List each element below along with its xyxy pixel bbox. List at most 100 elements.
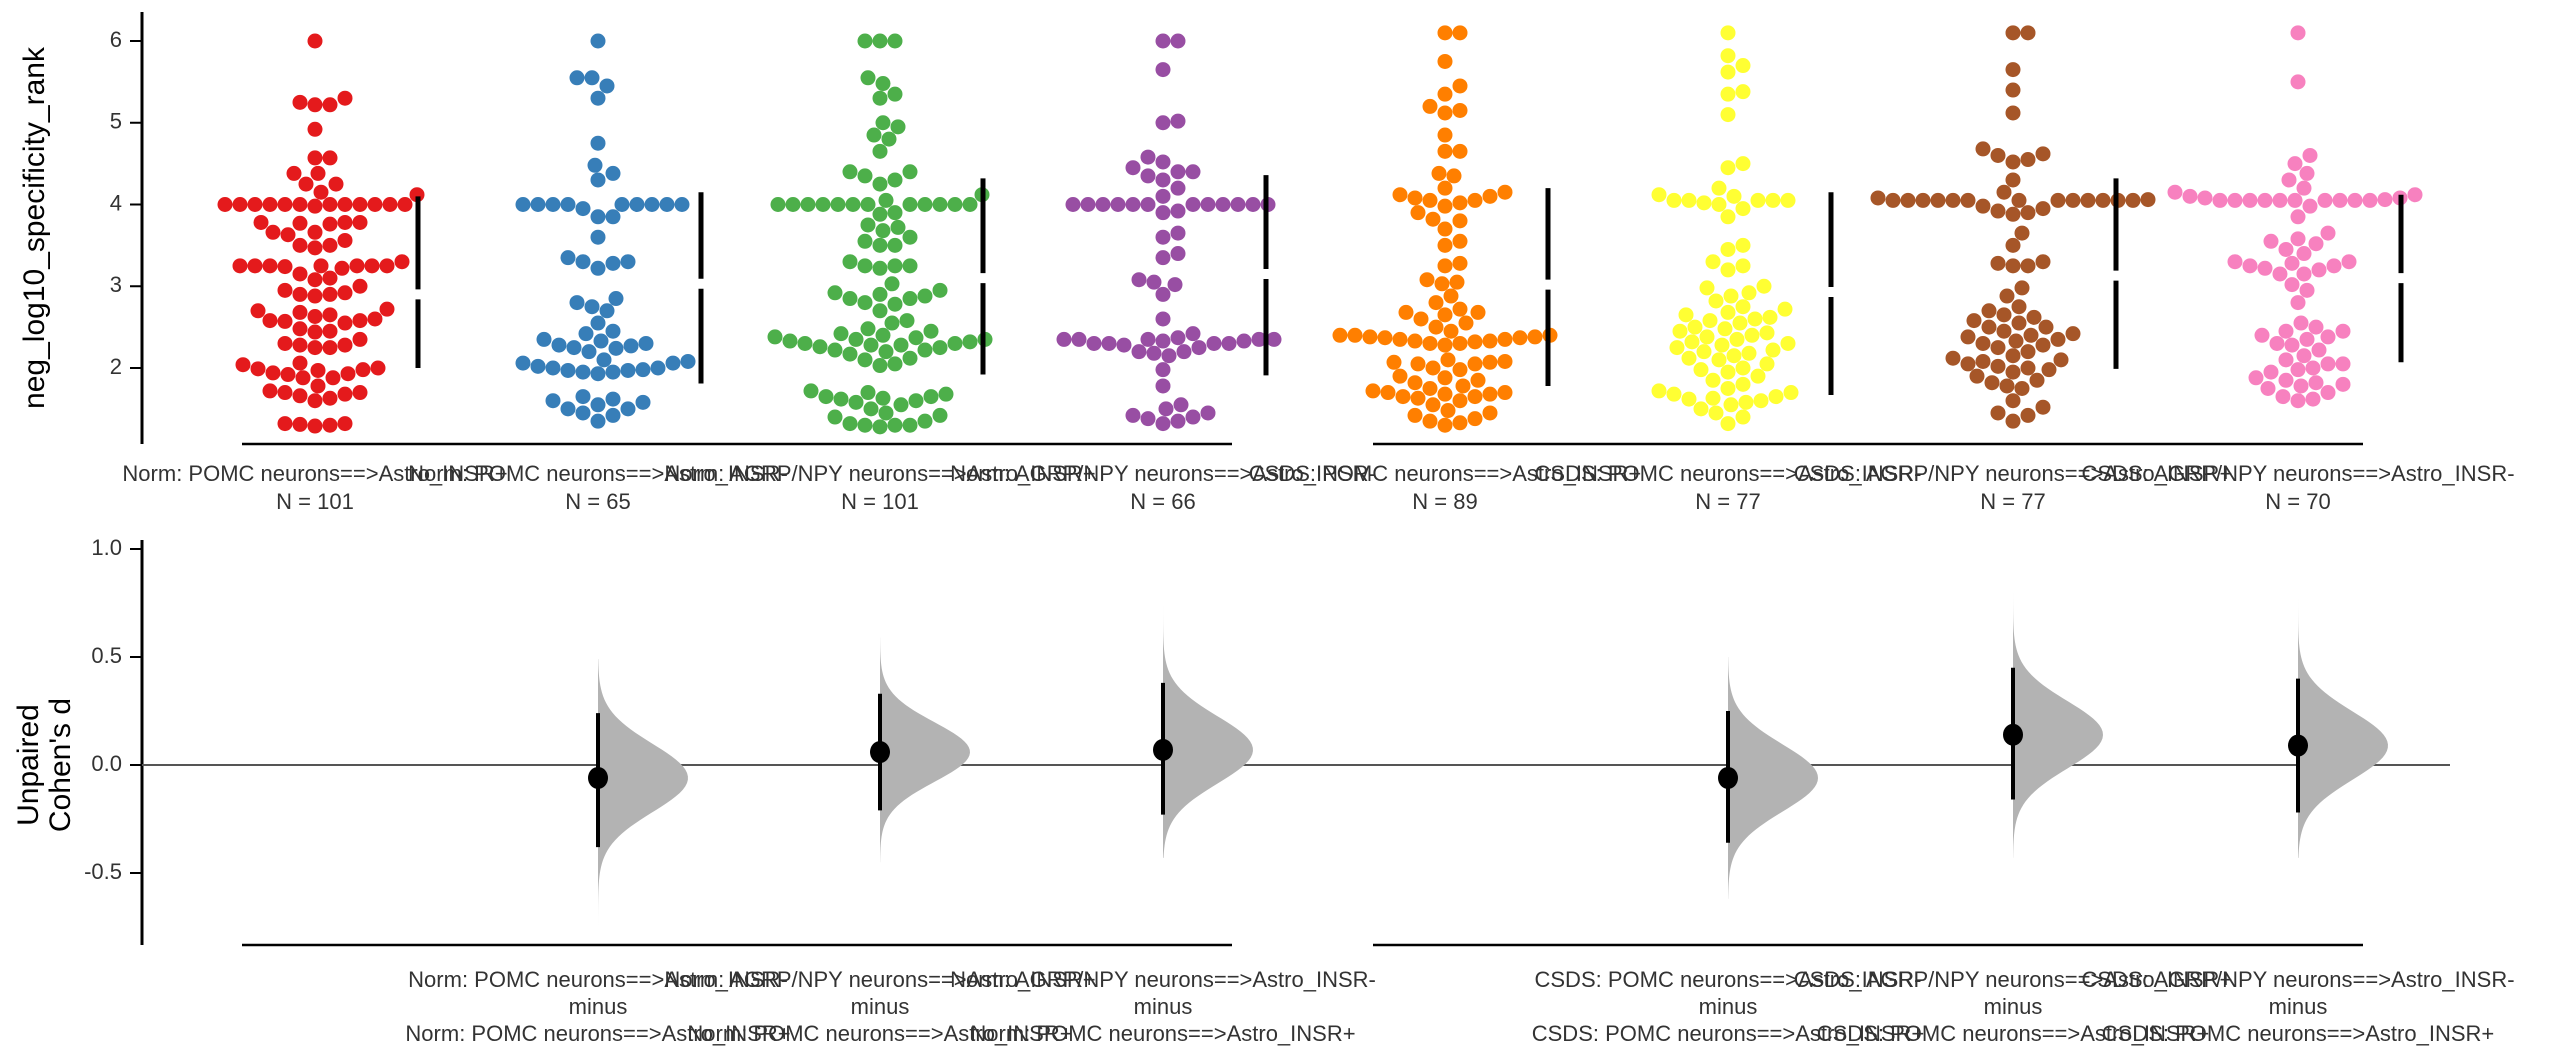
swarm-point	[352, 385, 368, 401]
swarm-point	[1422, 98, 1438, 114]
swarm-point	[575, 389, 591, 405]
swarm-point	[262, 313, 278, 329]
swarm-point	[307, 340, 323, 356]
swarm-point	[1497, 331, 1513, 347]
swarm-point	[1738, 394, 1754, 410]
swarm-point	[1482, 188, 1498, 204]
swarm-point	[337, 90, 353, 106]
swarm-point	[322, 270, 338, 286]
top-y-axis-title: neg_log10_specificity_rank	[18, 46, 51, 409]
swarm-point	[2278, 323, 2294, 339]
swarm-point	[599, 303, 615, 319]
swarm-point	[1651, 187, 1667, 203]
swarm-point	[1419, 272, 1435, 288]
swarm-point	[2065, 192, 2081, 208]
swarm-point	[1155, 62, 1171, 78]
swarm-point	[253, 214, 269, 230]
swarm-point	[1708, 405, 1724, 421]
swarm-point	[2377, 192, 2393, 208]
swarm-point	[1131, 344, 1147, 360]
swarm-point	[1930, 192, 1946, 208]
swarm-point	[872, 176, 888, 192]
swarm-point	[2287, 156, 2303, 172]
swarm-point	[1452, 213, 1468, 229]
swarm-point	[1735, 201, 1751, 217]
swarm-point	[2308, 375, 2324, 391]
swarm-point	[1221, 335, 1237, 351]
comparison-test-label: Norm: AGRP/NPY neurons==>Astro_INSR-	[950, 967, 1376, 992]
swarm-point	[2005, 348, 2021, 364]
swarm-point	[635, 394, 651, 410]
swarm-point	[638, 335, 654, 351]
comparison-minus-label: minus	[1984, 994, 2043, 1019]
swarm-point	[1452, 255, 1468, 271]
swarm-point	[659, 197, 675, 212]
swarm-point	[1230, 197, 1246, 212]
swarm-point	[629, 197, 645, 212]
swarm-point	[1155, 205, 1171, 221]
swarm-point	[1437, 86, 1453, 102]
swarm-point	[887, 172, 903, 188]
effect-size-point	[2003, 723, 2023, 746]
swarm-point	[1470, 304, 1486, 320]
swarm-point	[292, 388, 308, 404]
swarm-point	[551, 337, 567, 353]
swarm-point	[566, 340, 582, 356]
swarm-point	[1720, 241, 1736, 257]
swarm-point	[1140, 197, 1156, 212]
swarm-point	[2248, 370, 2264, 386]
swarm-point	[2302, 198, 2318, 214]
swarm-point	[310, 362, 326, 378]
swarm-point	[2335, 356, 2351, 372]
swarm-point	[1687, 319, 1703, 335]
swarm-point	[1155, 188, 1171, 204]
swarm-point	[2278, 372, 2294, 388]
swarm-point	[2407, 187, 2423, 203]
swarm-point	[650, 360, 666, 376]
swarm-point	[578, 326, 594, 342]
swarm-group	[1056, 33, 1282, 432]
swarm-point	[917, 197, 933, 212]
effect-size-point	[588, 766, 608, 789]
swarm-point	[2011, 315, 2027, 331]
swarm-point	[1678, 307, 1694, 323]
swarm-point	[1071, 331, 1087, 347]
swarm-point	[2278, 241, 2294, 257]
swarm-point	[887, 258, 903, 274]
swarm-point	[857, 233, 873, 249]
effect-size-marks	[588, 592, 2388, 927]
group-n-label: N = 65	[565, 489, 630, 514]
swarm-point	[1437, 237, 1453, 253]
bottom-y-tick-label: 0.0	[91, 751, 122, 776]
swarm-point	[322, 307, 338, 323]
swarm-point	[1696, 344, 1712, 360]
swarm-point	[932, 282, 948, 298]
swarm-point	[1726, 188, 1742, 204]
swarm-point	[1470, 372, 1486, 388]
swarm-point	[1155, 33, 1171, 49]
swarm-point	[1056, 331, 1072, 347]
bootstrap-distribution	[1728, 657, 1818, 899]
swarm-point	[2347, 192, 2363, 208]
swarm-point	[307, 224, 323, 240]
group-name-label: CSDS: POMC neurons==>Astro_INSR+	[1249, 461, 1642, 486]
swarm-point	[1437, 198, 1453, 214]
swarm-point	[1711, 352, 1727, 368]
swarm-point	[881, 131, 897, 147]
top-y-tick-label: 3	[110, 272, 122, 297]
swarm-point	[2326, 258, 2342, 274]
swarm-point	[292, 215, 308, 231]
swarm-point	[842, 346, 858, 362]
swarm-point	[560, 401, 576, 417]
swarm-point	[1762, 309, 1778, 325]
swarm-point	[2038, 319, 2054, 335]
swarm-point	[1422, 413, 1438, 429]
swarm-point	[1966, 313, 1982, 329]
swarm-point	[277, 313, 293, 329]
swarm-point	[917, 413, 933, 429]
swarm-point	[2005, 105, 2021, 121]
swarm-point	[1960, 192, 1976, 208]
swarm-point	[2005, 82, 2021, 98]
swarm-point	[665, 355, 681, 371]
swarm-point	[569, 70, 585, 86]
